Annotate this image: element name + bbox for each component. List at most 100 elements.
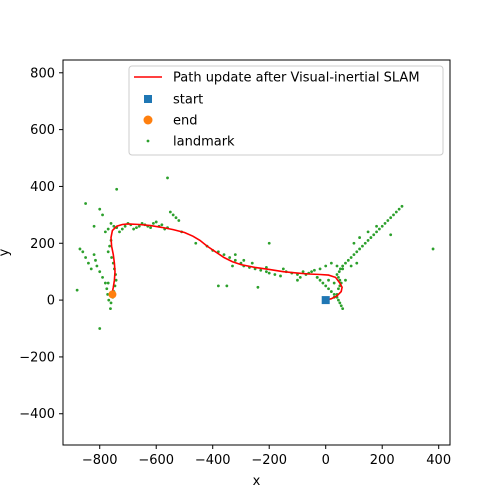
landmark-point — [281, 267, 285, 271]
landmark-point — [94, 258, 97, 262]
landmark-point — [273, 273, 277, 276]
landmark-point — [98, 207, 102, 211]
landmark-point — [337, 270, 341, 274]
landmark-point — [256, 285, 260, 289]
landmark-point — [363, 241, 367, 245]
landmark-point — [137, 224, 141, 228]
start-marker — [321, 296, 330, 305]
landmark-point — [115, 187, 119, 191]
landmark-point — [361, 244, 364, 248]
landmark-point — [324, 284, 328, 288]
landmark-point — [118, 230, 121, 234]
landmark-point — [160, 223, 164, 227]
landmark-point — [310, 270, 313, 274]
landmark-point — [106, 281, 110, 285]
landmark-point — [339, 304, 343, 308]
landmark-point — [114, 278, 118, 282]
landmark-point — [106, 293, 110, 296]
landmark-point — [329, 290, 333, 293]
landmark-point — [109, 307, 112, 311]
landmark-point — [103, 230, 107, 234]
landmark-point — [344, 261, 347, 265]
landmark-point — [168, 210, 172, 214]
landmark-point — [375, 230, 378, 234]
landmark-point — [324, 264, 328, 268]
landmark-point — [225, 284, 229, 288]
landmark-point — [95, 264, 99, 268]
landmark-point — [329, 261, 333, 265]
y-tick-label: 600 — [30, 123, 55, 138]
landmark-point — [92, 253, 96, 257]
landmark-point — [231, 264, 234, 268]
landmark-point — [216, 284, 220, 288]
landmark-point — [313, 268, 316, 272]
landmark-point — [318, 267, 322, 271]
legend: Path update after Visual-inertial SLAM s… — [128, 65, 444, 156]
landmark-point — [151, 221, 155, 225]
y-tick-label: 0 — [47, 294, 55, 309]
x-tick-label: −800 — [82, 453, 118, 468]
plot-content — [75, 176, 435, 330]
landmark-point — [389, 233, 393, 237]
x-tick-label: 200 — [370, 453, 395, 468]
landmark-point — [355, 261, 359, 265]
landmark-point — [397, 207, 401, 211]
y-axis-label: y — [0, 248, 12, 256]
landmark-point — [259, 268, 263, 272]
landmark-point — [327, 287, 330, 291]
legend-start-swatch — [144, 95, 152, 103]
x-axis-label: x — [253, 474, 261, 489]
landmark-point — [78, 247, 82, 251]
landmark-point — [366, 230, 370, 234]
landmark-point — [233, 258, 237, 262]
landmark-point — [355, 250, 359, 254]
landmark-point — [372, 233, 376, 237]
landmark-point — [332, 281, 336, 285]
landmark-point — [352, 241, 356, 245]
legend-landmark-label: landmark — [173, 135, 235, 150]
landmark-point — [337, 275, 340, 279]
landmark-point — [349, 264, 353, 268]
landmark-point — [375, 224, 378, 228]
landmark-point — [301, 270, 305, 274]
landmark-point — [112, 224, 116, 228]
landmark-point — [194, 241, 198, 245]
path-line — [110, 223, 343, 301]
landmark-point — [338, 267, 342, 271]
landmark-point — [341, 264, 345, 268]
landmark-point — [98, 327, 102, 330]
end-marker — [108, 290, 117, 299]
landmark-point — [377, 227, 381, 231]
landmark-point — [335, 264, 339, 268]
landmark-point — [171, 213, 175, 217]
landmark-point — [108, 244, 112, 248]
landmark-point — [380, 224, 384, 228]
landmark-point — [109, 301, 113, 305]
landmark-point — [346, 258, 350, 262]
landmark-point — [318, 278, 322, 282]
landmark-point — [242, 258, 246, 262]
landmark-point — [101, 275, 104, 279]
landmark-point — [341, 267, 345, 271]
landmark-point — [394, 210, 398, 214]
legend-end-swatch — [143, 115, 153, 125]
landmark-point — [107, 298, 111, 302]
landmark-point — [75, 288, 79, 292]
ticks: −800 −600 −400 −200 0 200 400 −400 −200 0 200 400 60… — [19, 66, 451, 468]
landmark-point — [327, 278, 330, 282]
landmark-point — [341, 307, 345, 311]
axes-frame — [62, 59, 451, 446]
landmark-point — [106, 250, 110, 254]
landmark-point — [132, 227, 136, 231]
x-tick-label: −400 — [195, 453, 231, 468]
landmark-point — [335, 273, 339, 276]
landmark-point — [174, 216, 178, 220]
landmark-point — [298, 275, 302, 279]
legend-start-label: start — [173, 93, 203, 108]
landmark-point — [296, 278, 299, 282]
landmark-point — [267, 271, 271, 275]
landmark-point — [337, 298, 340, 302]
landmark-point — [149, 226, 152, 230]
landmark-point — [233, 253, 237, 257]
